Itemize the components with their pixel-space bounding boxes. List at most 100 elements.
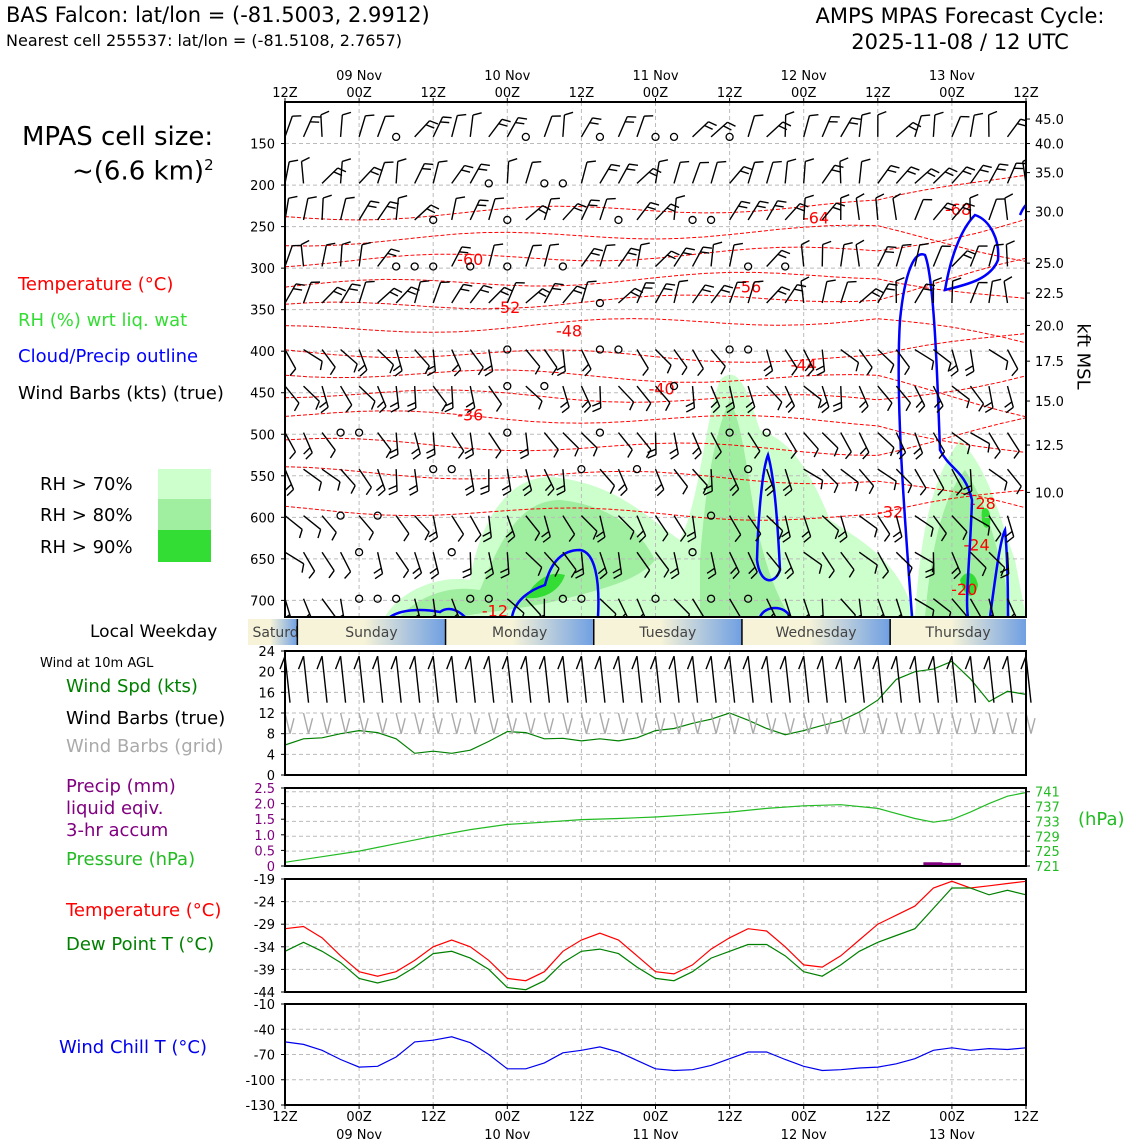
top-time-tick-label: 00Z bbox=[939, 86, 965, 101]
wind-barb-feather bbox=[642, 367, 649, 376]
wind-barb-staff bbox=[673, 197, 677, 221]
wind-barb-staff bbox=[469, 469, 475, 491]
wind-barb-staff bbox=[525, 468, 533, 491]
wind-barb-feather bbox=[303, 447, 311, 455]
wind-barb-staff bbox=[451, 115, 458, 138]
wind-barb-feather bbox=[414, 572, 422, 580]
wind-barb-feather bbox=[426, 453, 436, 460]
wind-barb-feather bbox=[483, 365, 493, 372]
weekday-name: Thursday bbox=[925, 625, 991, 641]
wind-barb-staff bbox=[988, 515, 1002, 535]
wind-barb-staff bbox=[413, 432, 421, 455]
wind-barb-staff bbox=[821, 468, 839, 486]
calm-wind-circle bbox=[614, 215, 623, 225]
xs-right-tick-label: 17.5 bbox=[1035, 355, 1064, 370]
wind-barb-feather bbox=[378, 405, 387, 414]
wind-barb-feather bbox=[663, 569, 670, 578]
wind-barb-feather bbox=[713, 241, 723, 246]
calm-wind-circle bbox=[688, 215, 697, 225]
wind-barb-staff bbox=[395, 385, 400, 409]
wind-barb-feather bbox=[460, 288, 470, 292]
wind-barb-staff bbox=[358, 200, 372, 221]
wind-barb-feather bbox=[833, 447, 839, 457]
wind-barb-feather bbox=[429, 567, 438, 574]
wind-barb-staff bbox=[377, 349, 394, 366]
wind-barb-staff bbox=[821, 281, 828, 304]
wind-barb-staff bbox=[932, 202, 949, 221]
wind-barb-staff bbox=[932, 385, 944, 407]
wind-barb-staff bbox=[914, 432, 924, 454]
wind-barb-staff bbox=[488, 385, 503, 405]
wind-barb-staff bbox=[543, 551, 560, 570]
wind-barb-feather bbox=[424, 531, 430, 541]
surface-wind-barb-true bbox=[765, 656, 773, 703]
wind-barb-feather bbox=[542, 288, 551, 294]
surface-wind-barb-grid-feather bbox=[344, 717, 351, 734]
wind-barb-feather bbox=[301, 563, 305, 573]
wind-barb-feather bbox=[944, 171, 954, 177]
calm-wind-circle bbox=[336, 511, 345, 520]
wind-barb-staff bbox=[932, 598, 952, 613]
wind-barb-feather bbox=[648, 171, 658, 177]
calm-wind-circle bbox=[540, 381, 549, 391]
wind-barb-feather bbox=[839, 157, 849, 163]
wind-barb-staff bbox=[285, 432, 297, 453]
wind-barb-feather bbox=[952, 277, 962, 282]
wind-barb-feather bbox=[782, 536, 791, 543]
wind-barb-staff bbox=[766, 249, 783, 267]
wind-barb-feather bbox=[428, 531, 437, 538]
wind-barb-feather bbox=[887, 169, 897, 174]
pressure-line bbox=[284, 791, 1027, 863]
wind-barb-staff bbox=[877, 283, 890, 304]
wind-barb-feather bbox=[534, 532, 541, 541]
wind-barb-staff bbox=[766, 551, 782, 570]
wind-barb-staff bbox=[969, 349, 975, 372]
surface-wind-barb-true-feather bbox=[538, 655, 546, 670]
weekday-segment bbox=[445, 619, 594, 645]
wind-barb-feather bbox=[482, 536, 492, 543]
wind-barb-feather bbox=[307, 196, 317, 200]
surface-wind-barb-grid bbox=[376, 712, 384, 734]
wind-barb-staff bbox=[914, 244, 921, 267]
surface-wind-barb-grid bbox=[562, 712, 569, 734]
wind-barb-feather bbox=[893, 481, 897, 491]
wind-barb-staff bbox=[784, 349, 798, 369]
wind-barb-staff bbox=[432, 349, 437, 372]
wind-barb-staff bbox=[506, 469, 512, 491]
surface-wind-barb-true bbox=[932, 656, 940, 703]
wind-barb-staff bbox=[784, 515, 791, 538]
temperature-contour-label: -28 bbox=[970, 494, 996, 513]
wind-barb-feather bbox=[394, 370, 403, 377]
cycle-title-line1: AMPS MPAS Forecast Cycle: bbox=[815, 4, 1105, 28]
wind-barb-feather bbox=[817, 399, 822, 409]
surface-wind-barb-true bbox=[395, 656, 402, 703]
xs-left-tick-label: 400 bbox=[250, 345, 275, 360]
wind-barb-feather bbox=[463, 283, 473, 287]
surface-wind-barb-grid-feather bbox=[845, 717, 851, 734]
temperature-contour-label: -52 bbox=[494, 298, 520, 317]
surface-wind-barb-true bbox=[525, 656, 532, 703]
wind-barb-feather bbox=[561, 406, 570, 414]
wind-barb-feather bbox=[962, 484, 972, 491]
wind-barb-feather bbox=[504, 286, 513, 292]
wind-barb-staff bbox=[784, 551, 795, 573]
surface-wind-barb-true bbox=[803, 656, 810, 703]
calm-wind-circle bbox=[706, 215, 716, 225]
xs-right-tick-label: 45.0 bbox=[1035, 113, 1064, 128]
weekday-segment bbox=[741, 619, 891, 645]
wind-barb-feather bbox=[984, 407, 994, 414]
wind-barb-feather bbox=[465, 401, 475, 408]
wind-barb-staff bbox=[895, 349, 911, 368]
wind-barb-feather bbox=[784, 489, 793, 497]
wind-barb-staff bbox=[784, 432, 798, 452]
wind-barb-staff bbox=[525, 385, 543, 402]
wind-barb-feather bbox=[544, 483, 553, 492]
wind-barb-feather bbox=[515, 121, 525, 125]
wind-barb-feather bbox=[700, 251, 710, 254]
surface-wind-barb-true-feather bbox=[427, 655, 434, 670]
wind-barb-feather bbox=[995, 533, 1002, 542]
surface-wind-barb-grid-feather bbox=[956, 717, 962, 734]
wind-barb-feather bbox=[969, 193, 979, 199]
wind-barb-staff bbox=[377, 287, 395, 304]
wind-barb-staff bbox=[543, 283, 556, 304]
